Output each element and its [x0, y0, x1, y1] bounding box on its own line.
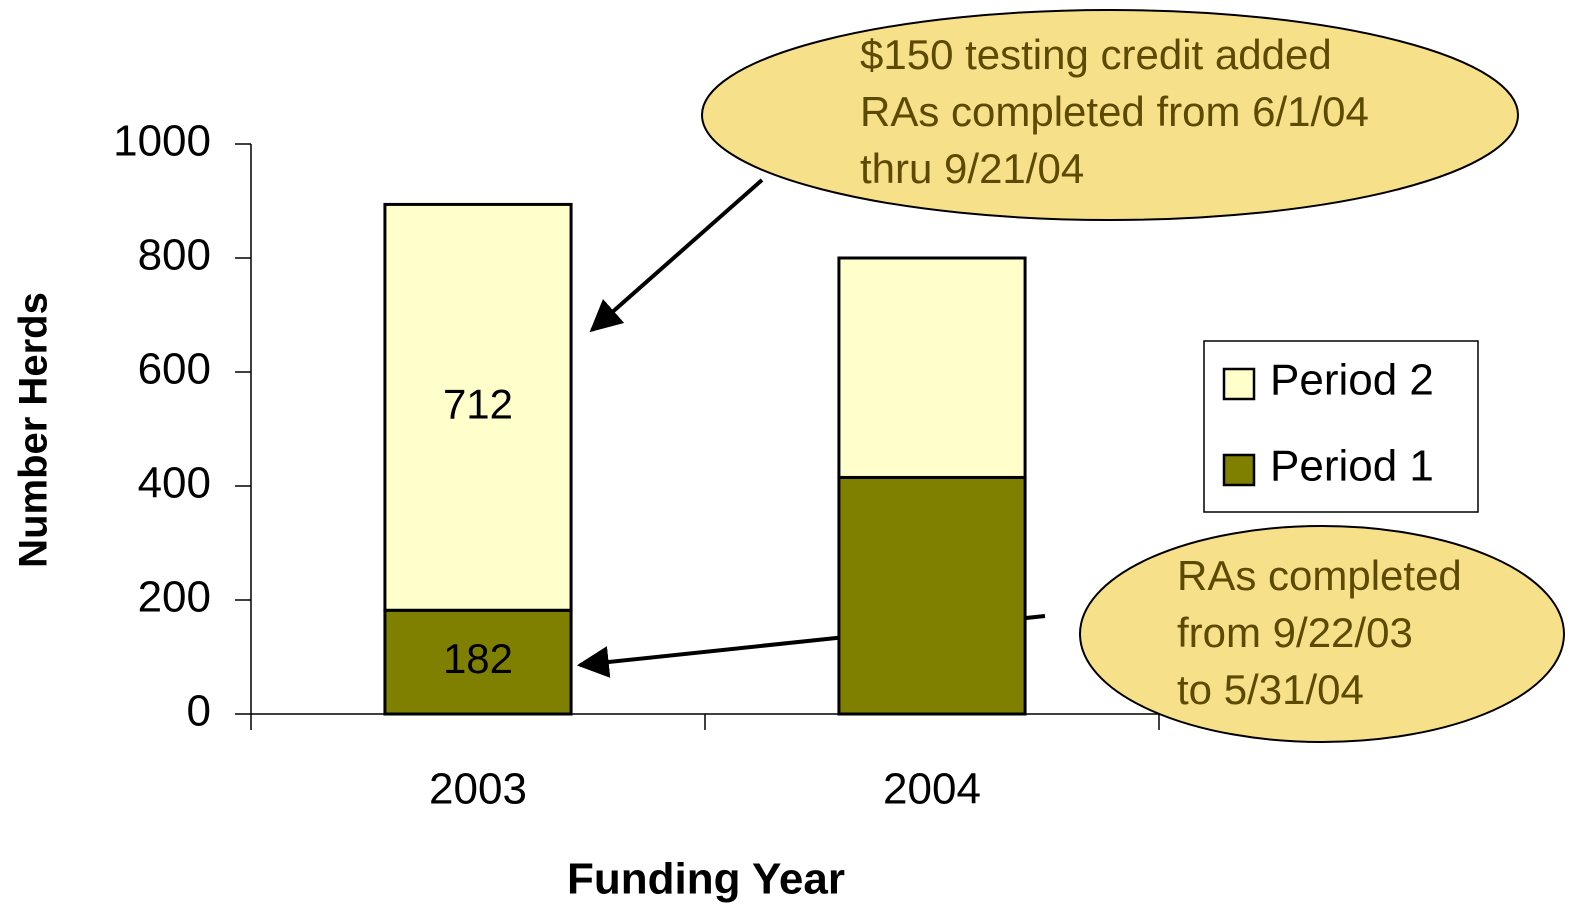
annotation-text: $150 testing credit added — [860, 31, 1332, 78]
annotation-text: thru 9/21/04 — [860, 145, 1084, 192]
y-tick-label: 600 — [138, 345, 211, 394]
data-label: 712 — [443, 380, 513, 427]
annotation-text: RAs completed from 6/1/04 — [860, 88, 1369, 135]
callout-arrow — [589, 178, 764, 333]
data-label: 182 — [443, 635, 513, 682]
annotation-text: to 5/31/04 — [1177, 666, 1364, 713]
legend-swatch — [1222, 453, 1256, 487]
y-tick-label: 200 — [138, 573, 211, 622]
x-tick-label: 2004 — [883, 765, 981, 814]
legend-label: Period 1 — [1270, 442, 1434, 491]
y-tick-label: 0 — [187, 687, 211, 736]
bar-segment — [383, 202, 573, 612]
annotation-text: from 9/22/03 — [1177, 609, 1413, 656]
bar-segment — [837, 256, 1027, 479]
y-tick-label: 400 — [138, 459, 211, 508]
legend-label: Period 2 — [1270, 356, 1434, 405]
callout-bubble — [1079, 525, 1565, 743]
bar-segment — [837, 475, 1027, 716]
legend-swatch — [1222, 367, 1256, 401]
annotation-text: RAs completed — [1177, 552, 1462, 599]
callout-bubble — [701, 9, 1519, 221]
y-axis-label: Number Herds — [12, 292, 56, 568]
y-tick-label: 800 — [138, 231, 211, 280]
x-axis-label: Funding Year — [567, 855, 845, 904]
y-tick-label: 1000 — [113, 117, 211, 166]
x-tick-label: 2003 — [429, 765, 527, 814]
